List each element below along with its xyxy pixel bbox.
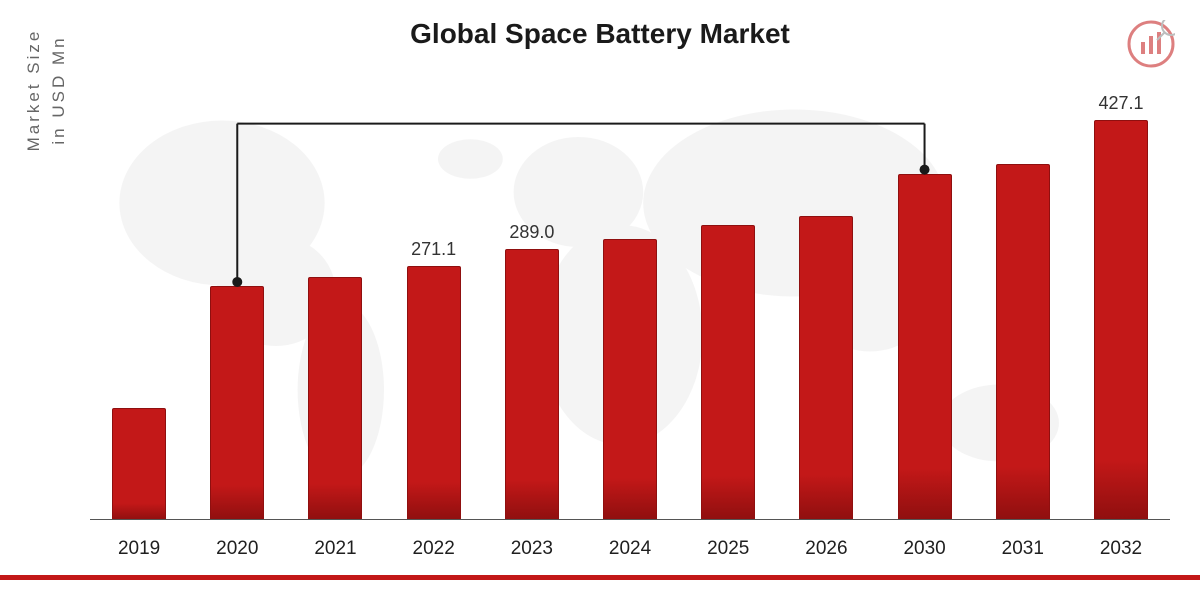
bar: [308, 277, 362, 520]
bar-wrap: [876, 80, 974, 520]
bar: [603, 239, 657, 520]
x-tick-label: 2025: [679, 538, 777, 560]
accent-bottom-line: [0, 575, 1200, 580]
bar-wrap: [974, 80, 1072, 520]
x-tick-label: 2022: [385, 538, 483, 560]
bar: [701, 225, 755, 520]
bar-wrap: 427.1: [1072, 80, 1170, 520]
bar: [1094, 120, 1148, 520]
x-tick-label: 2024: [581, 538, 679, 560]
x-tick-label: 2030: [876, 538, 974, 560]
chart-title: Global Space Battery Market: [0, 18, 1200, 50]
x-tick-label: 2020: [188, 538, 286, 560]
x-tick-label: 2026: [777, 538, 875, 560]
bar-wrap: [581, 80, 679, 520]
bar-value-label: 271.1: [411, 239, 456, 260]
x-tick-label: 2023: [483, 538, 581, 560]
bar-wrap: [286, 80, 384, 520]
x-tick-label: 2031: [974, 538, 1072, 560]
bar-wrap: [679, 80, 777, 520]
brand-logo-icon: [1127, 20, 1175, 68]
bar-wrap: 271.1: [385, 80, 483, 520]
y-axis-label-line2: in USD Mn: [49, 35, 68, 144]
x-axis: 2019202020212022202320242025202620302031…: [90, 538, 1170, 560]
x-axis-baseline: [90, 519, 1170, 520]
bar-value-label: 289.0: [509, 222, 554, 243]
bar: [407, 266, 461, 520]
chart-plot-area: 271.1 289.0 427.1: [90, 80, 1170, 520]
bar-wrap: [90, 80, 188, 520]
x-tick-label: 2019: [90, 538, 188, 560]
bar-wrap: [188, 80, 286, 520]
bar-wrap: [777, 80, 875, 520]
x-tick-label: 2021: [286, 538, 384, 560]
bar-value-label: 427.1: [1098, 93, 1143, 114]
bar: [996, 164, 1050, 520]
bar: [898, 174, 952, 520]
bar: [799, 216, 853, 520]
y-axis-label-line1: Market Size: [24, 29, 43, 152]
x-tick-label: 2032: [1072, 538, 1170, 560]
bar-wrap: 289.0: [483, 80, 581, 520]
bar: [210, 286, 264, 520]
bar: [112, 408, 166, 520]
y-axis-label: Market Size in USD Mn: [22, 0, 71, 200]
bar-container: 271.1 289.0 427.1: [90, 80, 1170, 520]
bar: [505, 249, 559, 520]
